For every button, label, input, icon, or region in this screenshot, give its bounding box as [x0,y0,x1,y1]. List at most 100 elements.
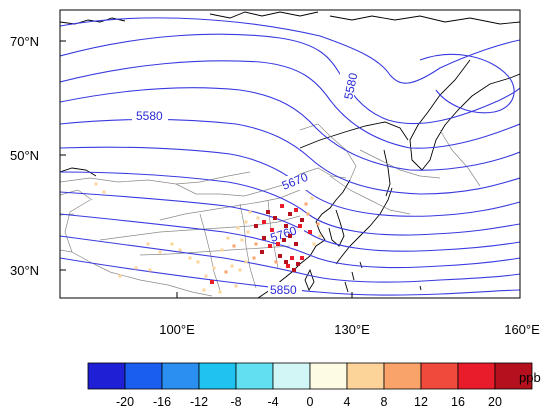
national-borders [60,123,481,297]
station-marker [256,216,260,220]
colorbar-box-6 [309,362,348,390]
coastlines [60,11,520,298]
station-marker [254,224,258,228]
station-marker [234,284,238,288]
station-marker [288,212,292,216]
colorbar-box-9 [420,362,459,390]
colorbar-tick-label-9: 16 [451,395,465,409]
colorbar-tick-label-4: -4 [267,395,278,409]
station-marker [282,238,286,242]
station-marker [316,222,320,226]
colorbar-tick-label-5: 0 [307,395,314,409]
station-marker [210,280,214,284]
station-marker [300,218,304,222]
station-marker [218,290,222,294]
china-internal-1 [159,189,301,221]
lat-label-70n: 70°N [10,34,39,49]
station-marker [270,228,274,232]
station-marker [230,264,234,268]
colorbar-tick-label-6: 4 [344,395,351,409]
colorbar-tick-label-7: 8 [381,395,388,409]
siberia-admin-2 [359,149,441,179]
station-marker [294,242,298,246]
japan-coast [335,187,393,265]
colorbar-box-10 [457,362,496,390]
station-marker [268,244,272,248]
station-marker [254,242,258,246]
latitude-labels: 70°N 50°N 30°N [10,34,39,278]
colorbar-tick-label-1: -16 [153,395,171,409]
map-background [60,10,520,298]
station-marker [306,212,310,216]
contour-3 [60,60,520,149]
station-marker [318,234,322,238]
contour-labels: 5580 5580 5670 5760 5850 [132,70,361,297]
station-marker [286,264,290,268]
map-frame [59,9,521,299]
station-marker [236,226,240,230]
map-panel: 5580 5580 5670 5760 5850 [59,9,521,299]
contour-label-5580-west: 5580 [136,109,163,123]
station-marker [118,274,122,278]
colorbar-box-4 [235,362,274,390]
contour-ring-east [419,53,515,114]
station-marker [312,242,316,246]
station-marker [260,250,264,254]
okhotsk-coast [299,121,409,149]
china-internal-5 [239,203,257,289]
station-marker [274,260,278,264]
station-marker [102,190,106,194]
lon-label-160e: 160°E [504,322,540,337]
station-marker [244,220,248,224]
station-marker [296,262,300,266]
korea-coast [328,209,345,247]
contour-label-5580-east: 5580 [341,71,360,100]
axis-ticks [60,40,521,298]
islands-pacific [344,261,422,293]
contour-1 [60,17,520,84]
station-marker [212,266,216,270]
china-internal-2 [99,215,301,241]
china-coast [257,179,351,298]
siberia-admin-1 [329,175,411,215]
station-marker [178,248,182,252]
station-marker [170,242,174,246]
colorbar-units: ppb [519,370,541,385]
station-marker [248,210,252,214]
station-marker [224,270,228,274]
station-marker [238,268,242,272]
lat-label-30n: 30°N [10,263,39,278]
station-marker [204,274,208,278]
sakhalin-coast [383,149,391,197]
station-marker [300,256,304,260]
east-siberia-coast [329,15,520,25]
station-marker [262,236,266,240]
station-marker [252,256,256,260]
station-marker [298,224,302,228]
lon-label-130e: 130°E [334,322,370,337]
station-marker [262,220,266,224]
colorbar-box-1 [124,362,163,390]
station-marker [226,236,230,240]
station-marker [276,242,280,246]
caspian-north-coast [60,167,97,177]
contour-11 [60,257,520,296]
contour-10 [60,235,520,283]
colorbar-box-5 [272,362,311,390]
station-marker [148,268,152,272]
station-marker [240,238,244,242]
kamchatka-coast [409,59,520,171]
station-marker [158,250,162,254]
station-marker [280,204,284,208]
colorbar-box-2 [161,362,200,390]
colorbar-boxes [87,362,533,390]
taiwan-coast [304,268,315,291]
colorbar-tick-label-2: -12 [190,395,208,409]
station-marker [294,208,298,212]
china-internal-4 [199,213,221,291]
station-marker [273,216,277,220]
contour-label-5850: 5850 [270,283,297,297]
lat-label-50n: 50°N [10,148,39,163]
station-marker [146,242,150,246]
